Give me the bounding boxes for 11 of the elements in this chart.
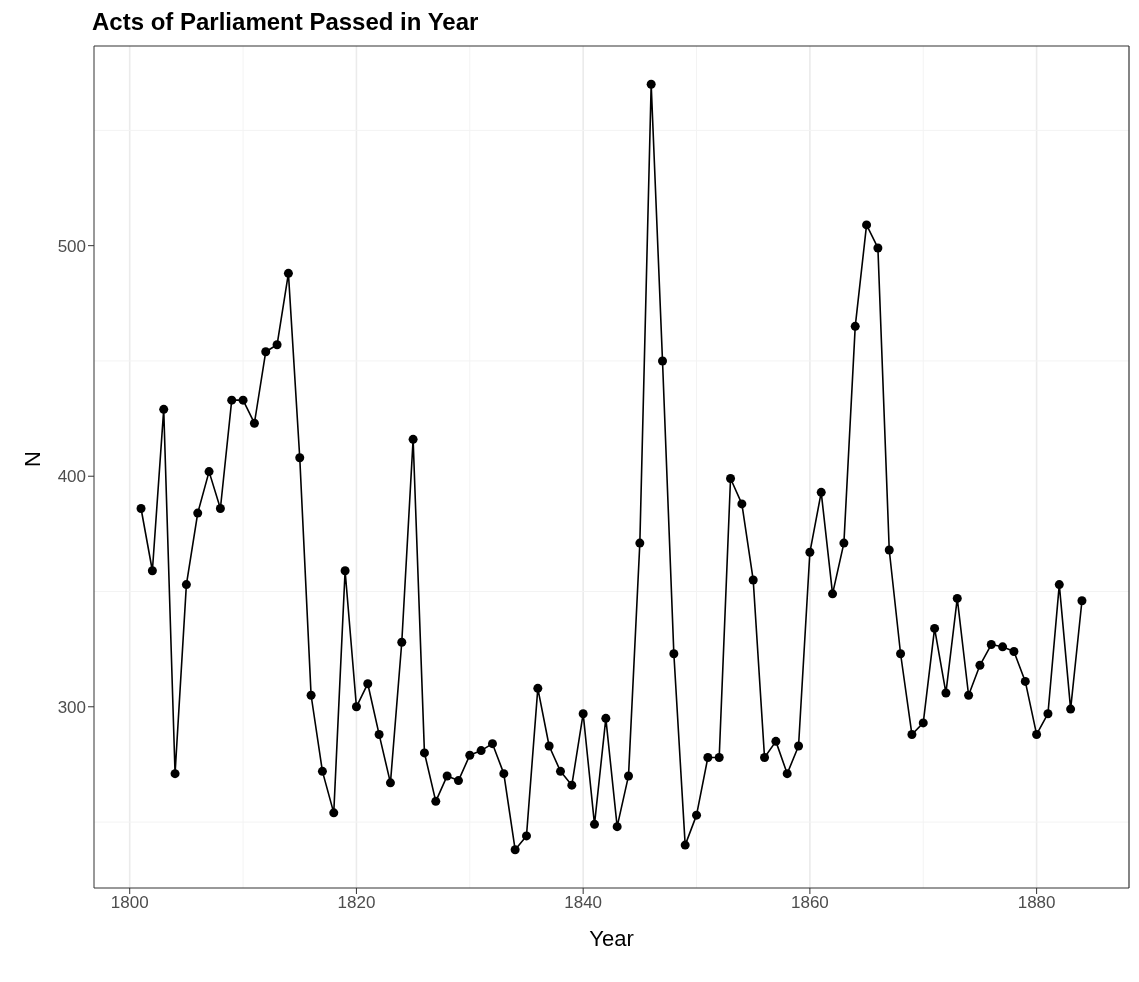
x-tick-label: 1880 [1017,893,1056,913]
y-tick-label: 400 [57,467,86,487]
x-tick-label: 1860 [790,893,829,913]
chart-title: Acts of Parliament Passed in Year [92,8,480,37]
y-tick-label: 300 [57,697,86,717]
y-axis-title: N [19,451,45,467]
y-tick-label: 500 [57,236,86,256]
x-tick-label: 1820 [337,893,376,913]
x-axis-title: Year [589,926,634,951]
x-tick-label: 1840 [564,893,603,913]
x-tick-label: 1800 [110,893,149,913]
